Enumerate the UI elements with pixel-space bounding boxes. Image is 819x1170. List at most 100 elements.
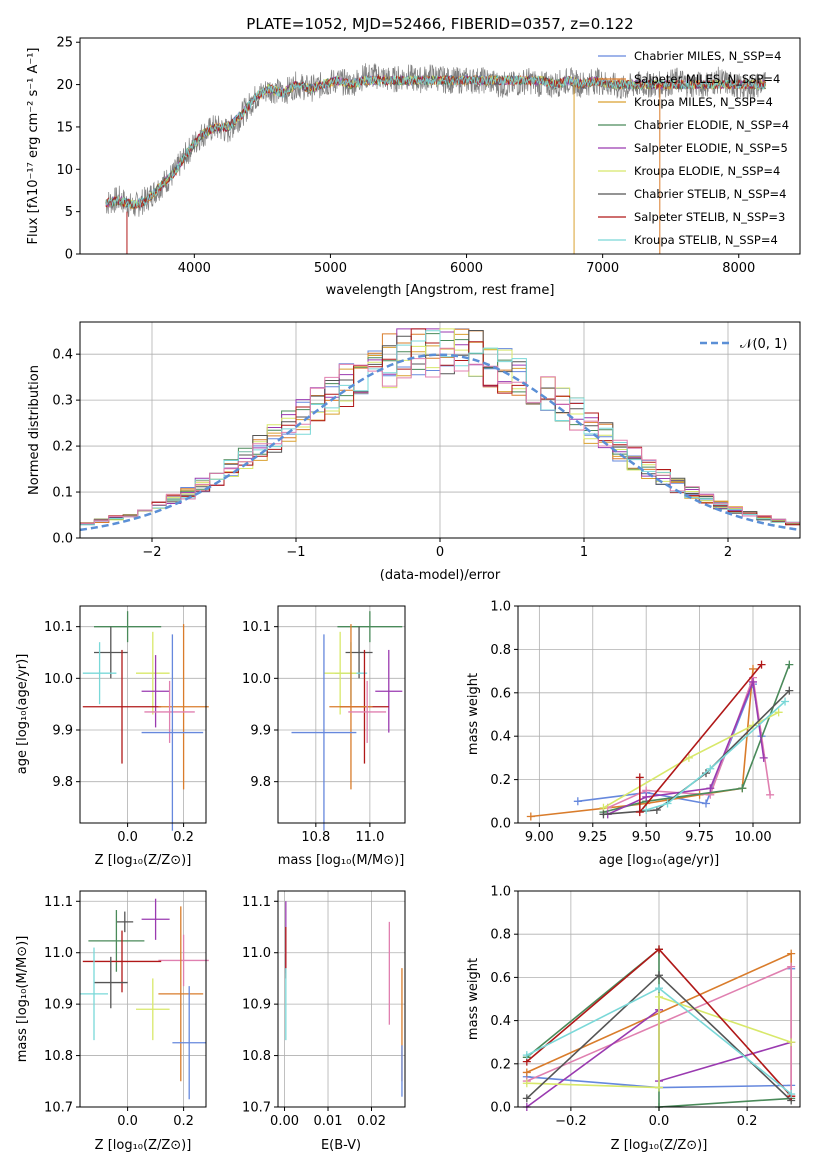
weight-marker (787, 962, 796, 971)
y-tick-label: 1.0 (490, 600, 511, 615)
weight-marker (785, 686, 794, 695)
weight-marker (785, 660, 794, 669)
weight-marker (642, 792, 651, 801)
weight-marker (787, 949, 796, 958)
weight-line (526, 995, 792, 1089)
y-tick-label: 0.2 (52, 440, 73, 455)
x-tick-label: 9.25 (578, 830, 607, 845)
mass-vs-ebv-panel: 0.00 0.01 0.02 10.7 10.8 10.9 11.0 11.1 E(B-V) (242, 890, 406, 1153)
x-tick-label: 0.2 (173, 830, 194, 845)
weight-marker (522, 1079, 531, 1088)
legend-label: Kroupa STELIB, N_SSP=4 (634, 233, 778, 247)
age-vs-mass-grid (278, 606, 405, 823)
legend-label: Salpeter MILES, N_SSP=4 (634, 72, 780, 86)
x-tick-label: 1 (580, 545, 588, 560)
residuals-legend: 𝒩(0, 1) (700, 337, 787, 352)
mass-vs-Z-ticks: 0.0 0.2 10.7 10.8 10.9 11.0 11.1 (44, 895, 194, 1129)
weight-marker (781, 697, 790, 706)
y-tick-label: 0.4 (490, 1014, 511, 1029)
weight-marker (706, 784, 715, 793)
spectrum-ylabel: Flux [fλ10⁻¹⁷ erg cm⁻² s⁻¹ A⁻¹] (26, 48, 41, 245)
legend-label: Kroupa ELODIE, N_SSP=4 (634, 164, 780, 178)
mass-vs-ebv-ticks: 0.00 0.01 0.02 10.7 10.8 10.9 11.0 11.1 (242, 895, 386, 1129)
y-tick-label: 10.7 (242, 1101, 271, 1116)
legend-label: Chabrier MILES, N_SSP=4 (634, 49, 781, 63)
x-tick-label: 0.2 (737, 1114, 758, 1129)
spectrum-panel: Chabrier MILES, N_SSP=4 Salpeter MILES, N… (26, 36, 801, 298)
y-tick-label: 20 (56, 78, 73, 93)
x-tick-label: 2 (724, 545, 732, 560)
y-tick-label: 10.9 (44, 998, 73, 1013)
y-tick-label: 10.7 (44, 1101, 73, 1116)
y-tick-label: 9.9 (52, 724, 73, 739)
weight-line (577, 681, 763, 805)
age-vs-Z-grid (80, 606, 206, 823)
x-tick-label: 0.01 (314, 1114, 343, 1129)
age-vs-Z-panel: 0.0 0.2 9.8 9.9 10.0 10.1 Z [log₁₀(Z/Z⊙)] age… (15, 605, 209, 868)
y-tick-label: 0.8 (490, 928, 511, 943)
y-tick-label: 0.0 (52, 532, 73, 547)
spectrum-xlabel: wavelength [Angstrom, rest frame] (326, 283, 555, 298)
weight-marker (684, 753, 693, 762)
y-tick-label: 25 (56, 36, 73, 51)
mass-vs-ebv-grid (278, 891, 405, 1108)
age-vs-Z-frame (79, 605, 207, 824)
weight-vs-age-ylabel: mass weight (466, 673, 481, 755)
y-tick-label: 0.4 (490, 730, 511, 745)
legend-normal-label: 𝒩(0, 1) (740, 337, 787, 352)
x-tick-label: 6000 (450, 261, 483, 276)
weight-vs-Z-xlabel: Z [log₁₀(Z/Z⊙)] (611, 1138, 708, 1153)
y-tick-label: 0.6 (490, 971, 511, 986)
mass-vs-ebv-errorbars (285, 901, 403, 1097)
y-tick-label: 9.8 (52, 775, 73, 790)
residuals-ylabel: Normed distribution (27, 365, 42, 495)
age-vs-Z-ylabel: age [log₁₀(age/yr)] (15, 654, 30, 775)
x-tick-label: 4000 (178, 261, 211, 276)
normal-curve (79, 353, 801, 532)
x-tick-label: 8000 (722, 261, 755, 276)
y-tick-label: 1.0 (490, 885, 511, 900)
y-tick-label: 11.0 (44, 946, 73, 961)
y-tick-label: 15 (56, 120, 73, 135)
x-tick-label: 11.0 (355, 830, 384, 845)
x-tick-label: −1 (286, 545, 305, 560)
age-vs-mass-xlabel: mass [log₁₀(M/M⊙)] (278, 853, 405, 868)
weight-vs-age-xlabel: age [log₁₀(age/yr)] (599, 853, 720, 868)
y-tick-label: 0.0 (490, 817, 511, 832)
y-tick-label: 10 (56, 163, 73, 178)
weight-marker (655, 992, 663, 1001)
weight-marker (599, 810, 608, 819)
weight-marker (749, 677, 757, 686)
mass-vs-Z-grid (80, 891, 206, 1108)
weight-marker (635, 773, 644, 782)
weight-marker (757, 660, 766, 669)
y-tick-label: 0.6 (490, 686, 511, 701)
y-tick-label: 0.1 (52, 486, 73, 501)
weight-marker (706, 764, 715, 773)
mass-vs-Z-panel: 0.0 0.2 10.7 10.8 10.9 11.0 11.1 Z [log₁₀(Z/Z⊙… (15, 890, 209, 1153)
y-tick-label: 0.2 (490, 773, 511, 788)
weight-marker (759, 753, 768, 762)
y-tick-label: 10.0 (44, 672, 73, 687)
weight-marker (522, 1094, 531, 1103)
residuals-ticks: −2 −1 0 1 2 0.0 0.1 0.2 0.3 0.4 (52, 348, 732, 560)
weight-vs-Z-ylabel: mass weight (466, 958, 481, 1040)
histogram-step (80, 328, 800, 525)
y-tick-label: 10.8 (44, 1049, 73, 1064)
legend-label: Salpeter STELIB, N_SSP=3 (634, 210, 785, 224)
x-tick-label: 9.00 (525, 830, 554, 845)
y-tick-label: 0 (65, 248, 73, 263)
residuals-panel: 𝒩(0, 1) −2 −1 0 1 2 0.0 0.1 0.2 0.3 0.4 (data-mod… (27, 321, 801, 583)
x-tick-label: 0.2 (173, 1114, 194, 1129)
spectrum-legend: Chabrier MILES, N_SSP=4 Salpeter MILES, N… (598, 49, 789, 247)
weight-marker (522, 1068, 531, 1077)
weight-marker (749, 721, 757, 730)
weight-marker (655, 971, 663, 980)
x-tick-label: 9.50 (632, 830, 661, 845)
x-tick-label: −2 (142, 545, 161, 560)
weight-vs-age-lines (526, 660, 794, 821)
x-tick-label: 0.00 (270, 1114, 299, 1129)
x-tick-label: 0.0 (117, 1114, 138, 1129)
y-tick-label: 0.0 (490, 1101, 511, 1116)
weight-marker (787, 1038, 796, 1047)
